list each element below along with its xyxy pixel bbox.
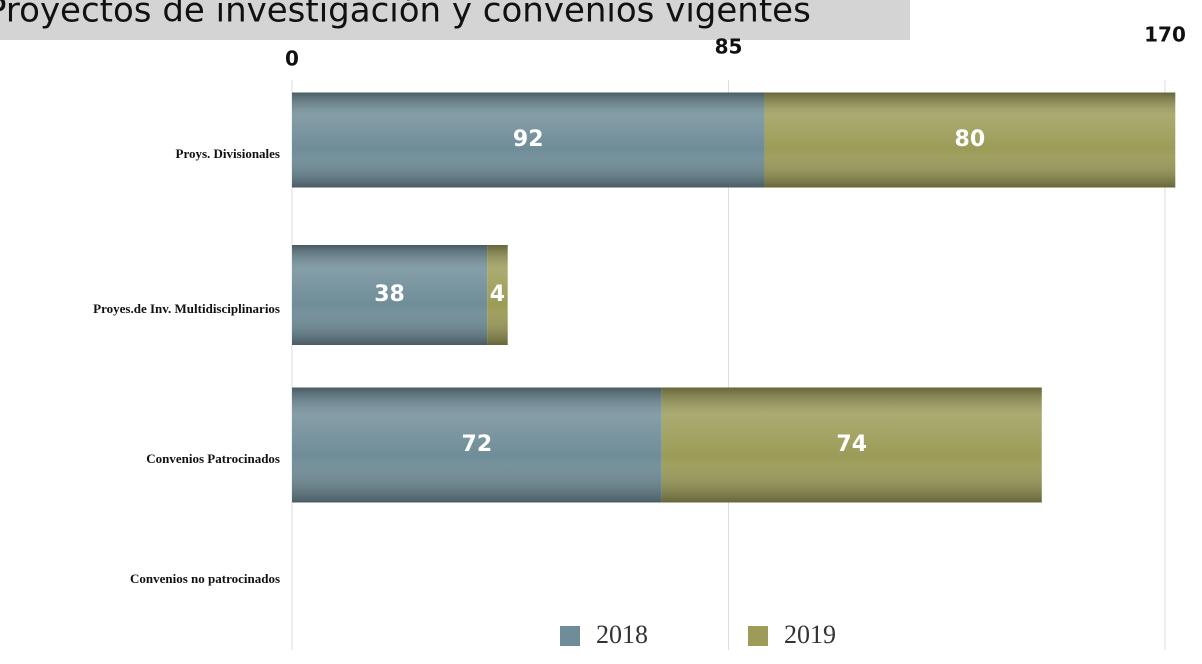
category-label: Convenios Patrocinados — [146, 451, 280, 466]
bar-shading — [661, 387, 1042, 503]
legend-label: 2019 — [784, 620, 836, 649]
value-label: 92 — [513, 127, 544, 152]
value-label: 38 — [374, 282, 405, 307]
value-label: 80 — [955, 127, 986, 152]
category-label: Proys. Divisionales — [176, 146, 281, 161]
x-tick-label: 85 — [715, 35, 743, 59]
legend-swatch — [560, 626, 580, 646]
chart-title: Proyectos de investigación y convenios v… — [0, 0, 811, 31]
legend-label: 2018 — [596, 620, 648, 649]
value-label: 74 — [836, 432, 867, 457]
bar-shading — [292, 92, 765, 188]
value-label: 72 — [462, 432, 493, 457]
category-label: Proyes.de Inv. Multidisciplinarios — [93, 301, 280, 316]
value-label: 4 — [490, 282, 505, 307]
bar-shading — [487, 245, 508, 345]
bar-shading — [292, 387, 662, 503]
bar-shading — [292, 245, 488, 345]
title-background — [0, 0, 910, 40]
legend-swatch — [748, 626, 768, 646]
x-tick-label: 170 — [1144, 23, 1186, 47]
bar-shading — [764, 92, 1176, 188]
x-tick-label: 0 — [285, 47, 299, 71]
category-label: Convenios no patrocinados — [130, 571, 280, 586]
